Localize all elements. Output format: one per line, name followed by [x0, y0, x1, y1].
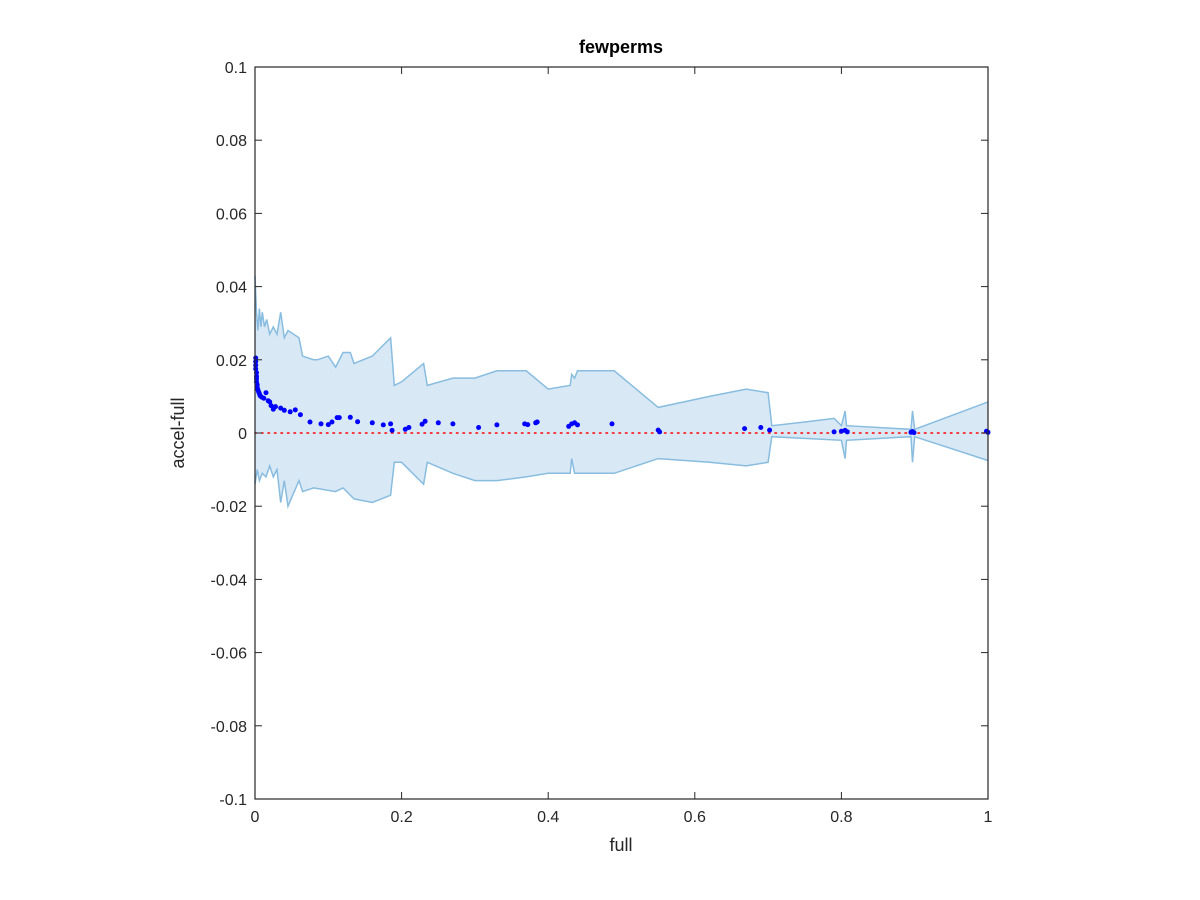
y-axis-label: accel-full: [168, 397, 188, 468]
data-point: [369, 420, 375, 426]
data-point: [422, 418, 428, 424]
data-point: [380, 422, 386, 428]
data-point: [318, 421, 324, 427]
data-point: [476, 425, 482, 430]
data-point: [758, 425, 764, 430]
data-point: [831, 429, 837, 435]
y-axis-ticks: 0.1 0.08 0.06 0.04 0.02 0 -0.02 -0.04 -0.06 -0.08…: [211, 60, 988, 809]
data-point: [261, 395, 267, 401]
data-point: [347, 414, 353, 420]
x-tick-label: 0.4: [537, 809, 559, 826]
data-point: [278, 405, 284, 411]
data-points: [253, 355, 991, 436]
data-point: [281, 407, 287, 413]
data-point: [389, 427, 395, 433]
data-point: [575, 422, 580, 428]
x-axis-ticks: 0 0.2 0.4 0.6 0.8 1: [251, 67, 993, 826]
data-point: [355, 419, 361, 425]
data-point: [287, 409, 293, 415]
y-tick-label: 0.04: [216, 280, 247, 297]
y-tick-label: -0.04: [211, 572, 248, 589]
band-lower-edge: [254, 435, 989, 509]
x-tick-label: 1: [984, 809, 993, 826]
data-point: [297, 412, 303, 418]
data-point: [494, 422, 500, 428]
data-point: [435, 420, 441, 426]
x-tick-label: 0: [251, 809, 260, 826]
y-tick-label: 0.06: [216, 206, 247, 223]
data-point: [450, 421, 456, 427]
data-point: [844, 429, 850, 435]
data-point: [767, 427, 773, 433]
x-tick-label: 0.6: [684, 809, 706, 826]
y-tick-label: -0.08: [211, 719, 248, 736]
data-point: [307, 419, 313, 425]
data-point: [388, 421, 394, 427]
band-upper-edge: [254, 275, 989, 431]
data-point: [336, 415, 342, 421]
data-point: [609, 421, 615, 427]
data-point: [329, 419, 335, 425]
y-tick-label: -0.02: [211, 499, 248, 516]
x-tick-label: 0.8: [830, 809, 852, 826]
confidence-band: [254, 275, 989, 509]
y-tick-label: -0.06: [211, 646, 248, 663]
y-tick-label: -0.1: [219, 792, 247, 809]
chart-title: fewperms: [579, 37, 663, 57]
y-tick-label: 0.08: [216, 133, 247, 150]
data-point: [534, 419, 540, 425]
y-tick-label: 0.1: [225, 60, 247, 77]
data-point: [525, 422, 531, 428]
data-point: [273, 404, 278, 410]
band-fill: [255, 275, 988, 507]
data-point: [657, 429, 663, 435]
y-tick-label: 0: [238, 426, 247, 443]
data-point: [406, 425, 412, 430]
data-point: [911, 430, 917, 436]
x-tick-label: 0.2: [390, 809, 412, 826]
data-point: [268, 403, 274, 409]
data-point: [263, 390, 269, 396]
x-axis-label: full: [609, 835, 632, 855]
y-tick-label: 0.02: [216, 353, 247, 370]
data-point: [292, 407, 298, 413]
data-point: [742, 426, 748, 432]
data-point: [325, 422, 331, 428]
